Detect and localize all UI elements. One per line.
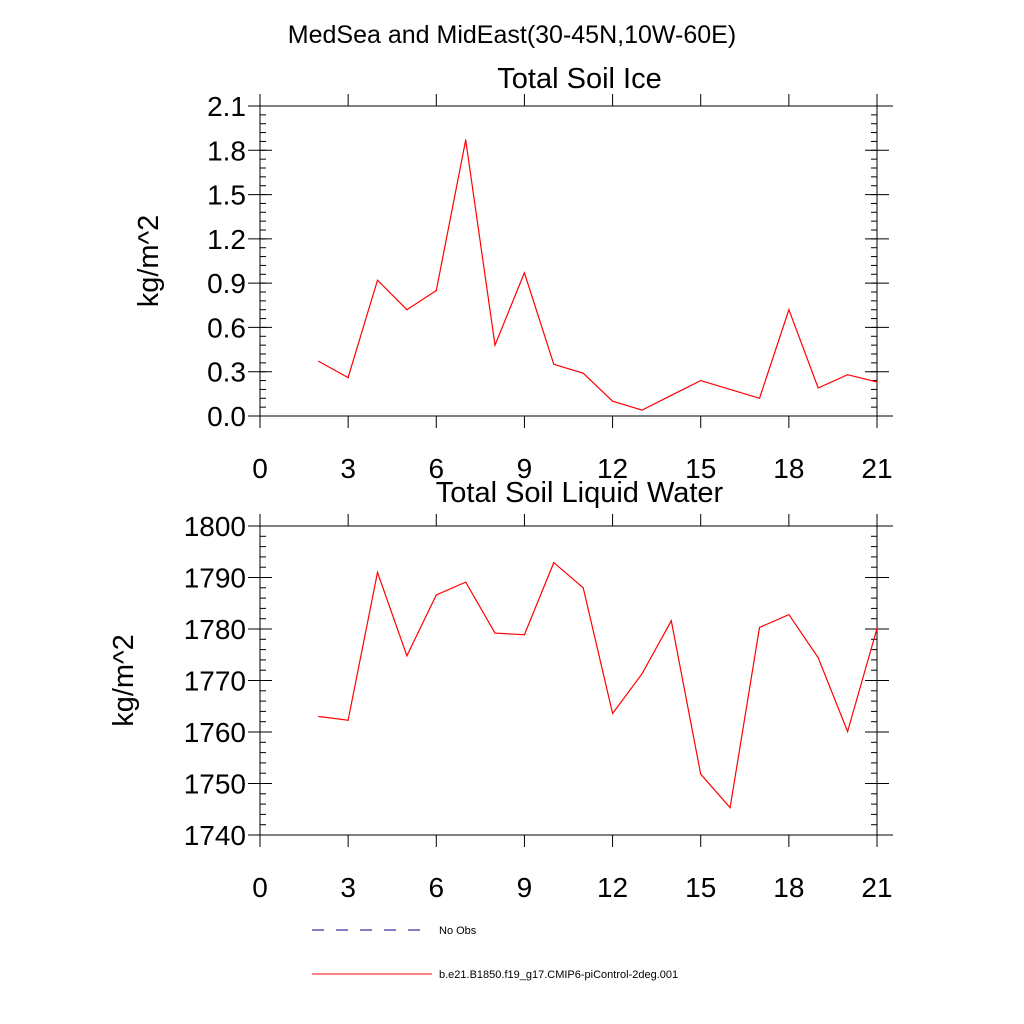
y-tick-label: 1.2 xyxy=(207,224,246,255)
data-point xyxy=(876,627,878,630)
legend: No Obs b.e21.B1850.f19_g17.CMIP6-piContro… xyxy=(312,925,678,981)
y-tick-label: 2.1 xyxy=(207,91,246,122)
x-tick-label: 18 xyxy=(773,453,804,484)
x-tick-label: 9 xyxy=(517,872,533,903)
x-tick-label: 15 xyxy=(685,453,716,484)
x-tick-label: 3 xyxy=(340,453,356,484)
x-tick-label: 6 xyxy=(428,872,444,903)
data-point xyxy=(700,773,702,775)
panel-title: Total Soil Liquid Water xyxy=(436,477,724,509)
x-tick-label: 0 xyxy=(252,453,268,484)
data-point xyxy=(758,397,761,399)
data-point xyxy=(641,673,643,675)
x-tick-label: 21 xyxy=(861,453,892,484)
x-tick-label: 18 xyxy=(773,872,804,903)
y-tick-label: 1740 xyxy=(184,820,246,851)
main-title: MedSea and MidEast(30-45N,10W-60E) xyxy=(288,21,736,49)
data-point xyxy=(523,634,526,636)
data-point xyxy=(318,715,320,718)
y-tick-label: 1750 xyxy=(184,769,246,800)
x-tick-label: 15 xyxy=(685,872,716,903)
data-point xyxy=(376,571,379,573)
y-tick-label: 1770 xyxy=(184,666,246,697)
data-point xyxy=(465,581,467,583)
y-axis-label: kg/m^2 xyxy=(108,634,140,727)
x-tick-label: 21 xyxy=(861,872,892,903)
y-tick-label: 0.3 xyxy=(207,357,246,388)
panel-title: Total Soil Ice xyxy=(497,63,661,95)
series-line xyxy=(318,139,878,411)
data-point xyxy=(817,387,819,389)
x-tick-label: 6 xyxy=(428,453,444,484)
data-point xyxy=(670,394,672,396)
data-point xyxy=(729,807,731,809)
data-point xyxy=(582,372,584,374)
data-point xyxy=(553,561,555,564)
y-tick-label: 1.5 xyxy=(207,180,246,211)
legend-label: b.e21.B1850.f19_g17.CMIP6-piControl-2deg… xyxy=(439,969,678,981)
legend-label: No Obs xyxy=(439,925,477,937)
data-point xyxy=(670,620,672,622)
y-tick-label: 1790 xyxy=(184,563,246,594)
x-tick-label: 0 xyxy=(252,872,268,903)
data-point xyxy=(435,289,437,292)
data-point xyxy=(611,400,614,402)
data-point xyxy=(729,388,731,391)
data-point xyxy=(788,309,790,311)
data-point xyxy=(347,719,349,721)
panel-1: Total Soil Ice 0.0 0.3 0.6 0.9 1.2 1.5 1.8 2.1 0 3… xyxy=(133,63,893,484)
y-tick-label: 1780 xyxy=(184,614,246,645)
data-point xyxy=(788,613,790,616)
data-point xyxy=(758,626,761,629)
data-point xyxy=(318,360,320,362)
data-point xyxy=(406,655,408,657)
data-point xyxy=(611,712,614,715)
y-tick-label: 1.8 xyxy=(207,135,246,166)
y-axis-label: kg/m^2 xyxy=(133,215,165,308)
data-point xyxy=(553,363,555,365)
data-point xyxy=(847,730,849,733)
x-tick-label: 12 xyxy=(597,872,628,903)
data-point xyxy=(582,587,584,589)
y-tick-label: 0.6 xyxy=(207,312,246,343)
data-point xyxy=(817,657,819,659)
x-tick-label: 12 xyxy=(597,453,628,484)
data-point xyxy=(494,344,496,346)
data-point xyxy=(700,379,702,382)
data-point xyxy=(641,409,643,411)
y-tick-label: 1800 xyxy=(184,511,246,542)
data-point xyxy=(435,594,437,596)
y-tick-label: 1760 xyxy=(184,717,246,748)
x-tick-label: 3 xyxy=(340,872,356,903)
chart-panels: Total Soil Ice 0.0 0.3 0.6 0.9 1.2 1.5 1.8 2.1 0 3… xyxy=(108,63,893,903)
y-tick-label: 0.0 xyxy=(207,401,246,432)
series-line xyxy=(318,561,878,810)
data-point xyxy=(523,272,526,274)
data-point xyxy=(376,279,379,281)
data-point xyxy=(347,377,349,379)
data-point xyxy=(876,381,878,383)
data-point xyxy=(465,139,467,141)
data-point xyxy=(406,309,408,311)
x-tick-label: 9 xyxy=(517,453,533,484)
panel-2: Total Soil Liquid Water 1740 1750 1760 1770 1… xyxy=(108,477,893,903)
data-point xyxy=(847,374,849,376)
y-tick-label: 0.9 xyxy=(207,268,246,299)
data-point xyxy=(494,632,496,634)
